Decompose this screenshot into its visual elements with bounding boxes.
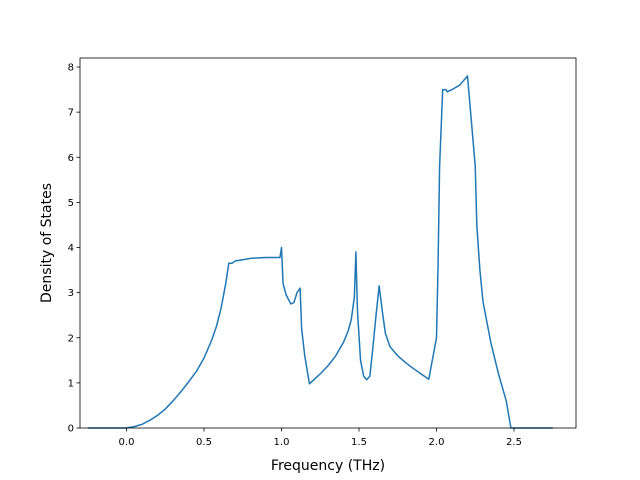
- x-tick-label: 0.0: [119, 437, 135, 448]
- plot-frame: [79, 57, 577, 429]
- x-tick-label: 0.5: [196, 437, 212, 448]
- y-tick-label: 3: [68, 288, 74, 299]
- y-tick-label: 1: [68, 378, 74, 389]
- x-tick-label: 1.0: [274, 437, 290, 448]
- y-axis-ticks: 0 1 2 3 4 5 6 7 8: [68, 63, 80, 435]
- y-tick-label: 2: [68, 333, 74, 344]
- series-layer: [87, 75, 553, 429]
- series-line-0: [87, 75, 553, 429]
- x-tick-label: 2.5: [506, 437, 522, 448]
- y-axis-label: Density of States: [39, 183, 55, 303]
- y-tick-label: 8: [68, 63, 74, 74]
- y-tick-label: 6: [68, 153, 74, 164]
- plot-area: [80, 58, 576, 428]
- y-tick-label: 5: [68, 198, 74, 209]
- x-axis-ticks: 0.0 0.5 1.0 1.5 2.0 2.5: [119, 428, 522, 448]
- x-tick-label: 2.0: [429, 437, 445, 448]
- x-axis-label: Frequency (THz): [271, 458, 385, 474]
- x-tick-label: 1.5: [351, 437, 367, 448]
- y-tick-label: 0: [68, 424, 74, 435]
- y-tick-label: 7: [68, 108, 74, 119]
- y-tick-label: 4: [68, 243, 74, 254]
